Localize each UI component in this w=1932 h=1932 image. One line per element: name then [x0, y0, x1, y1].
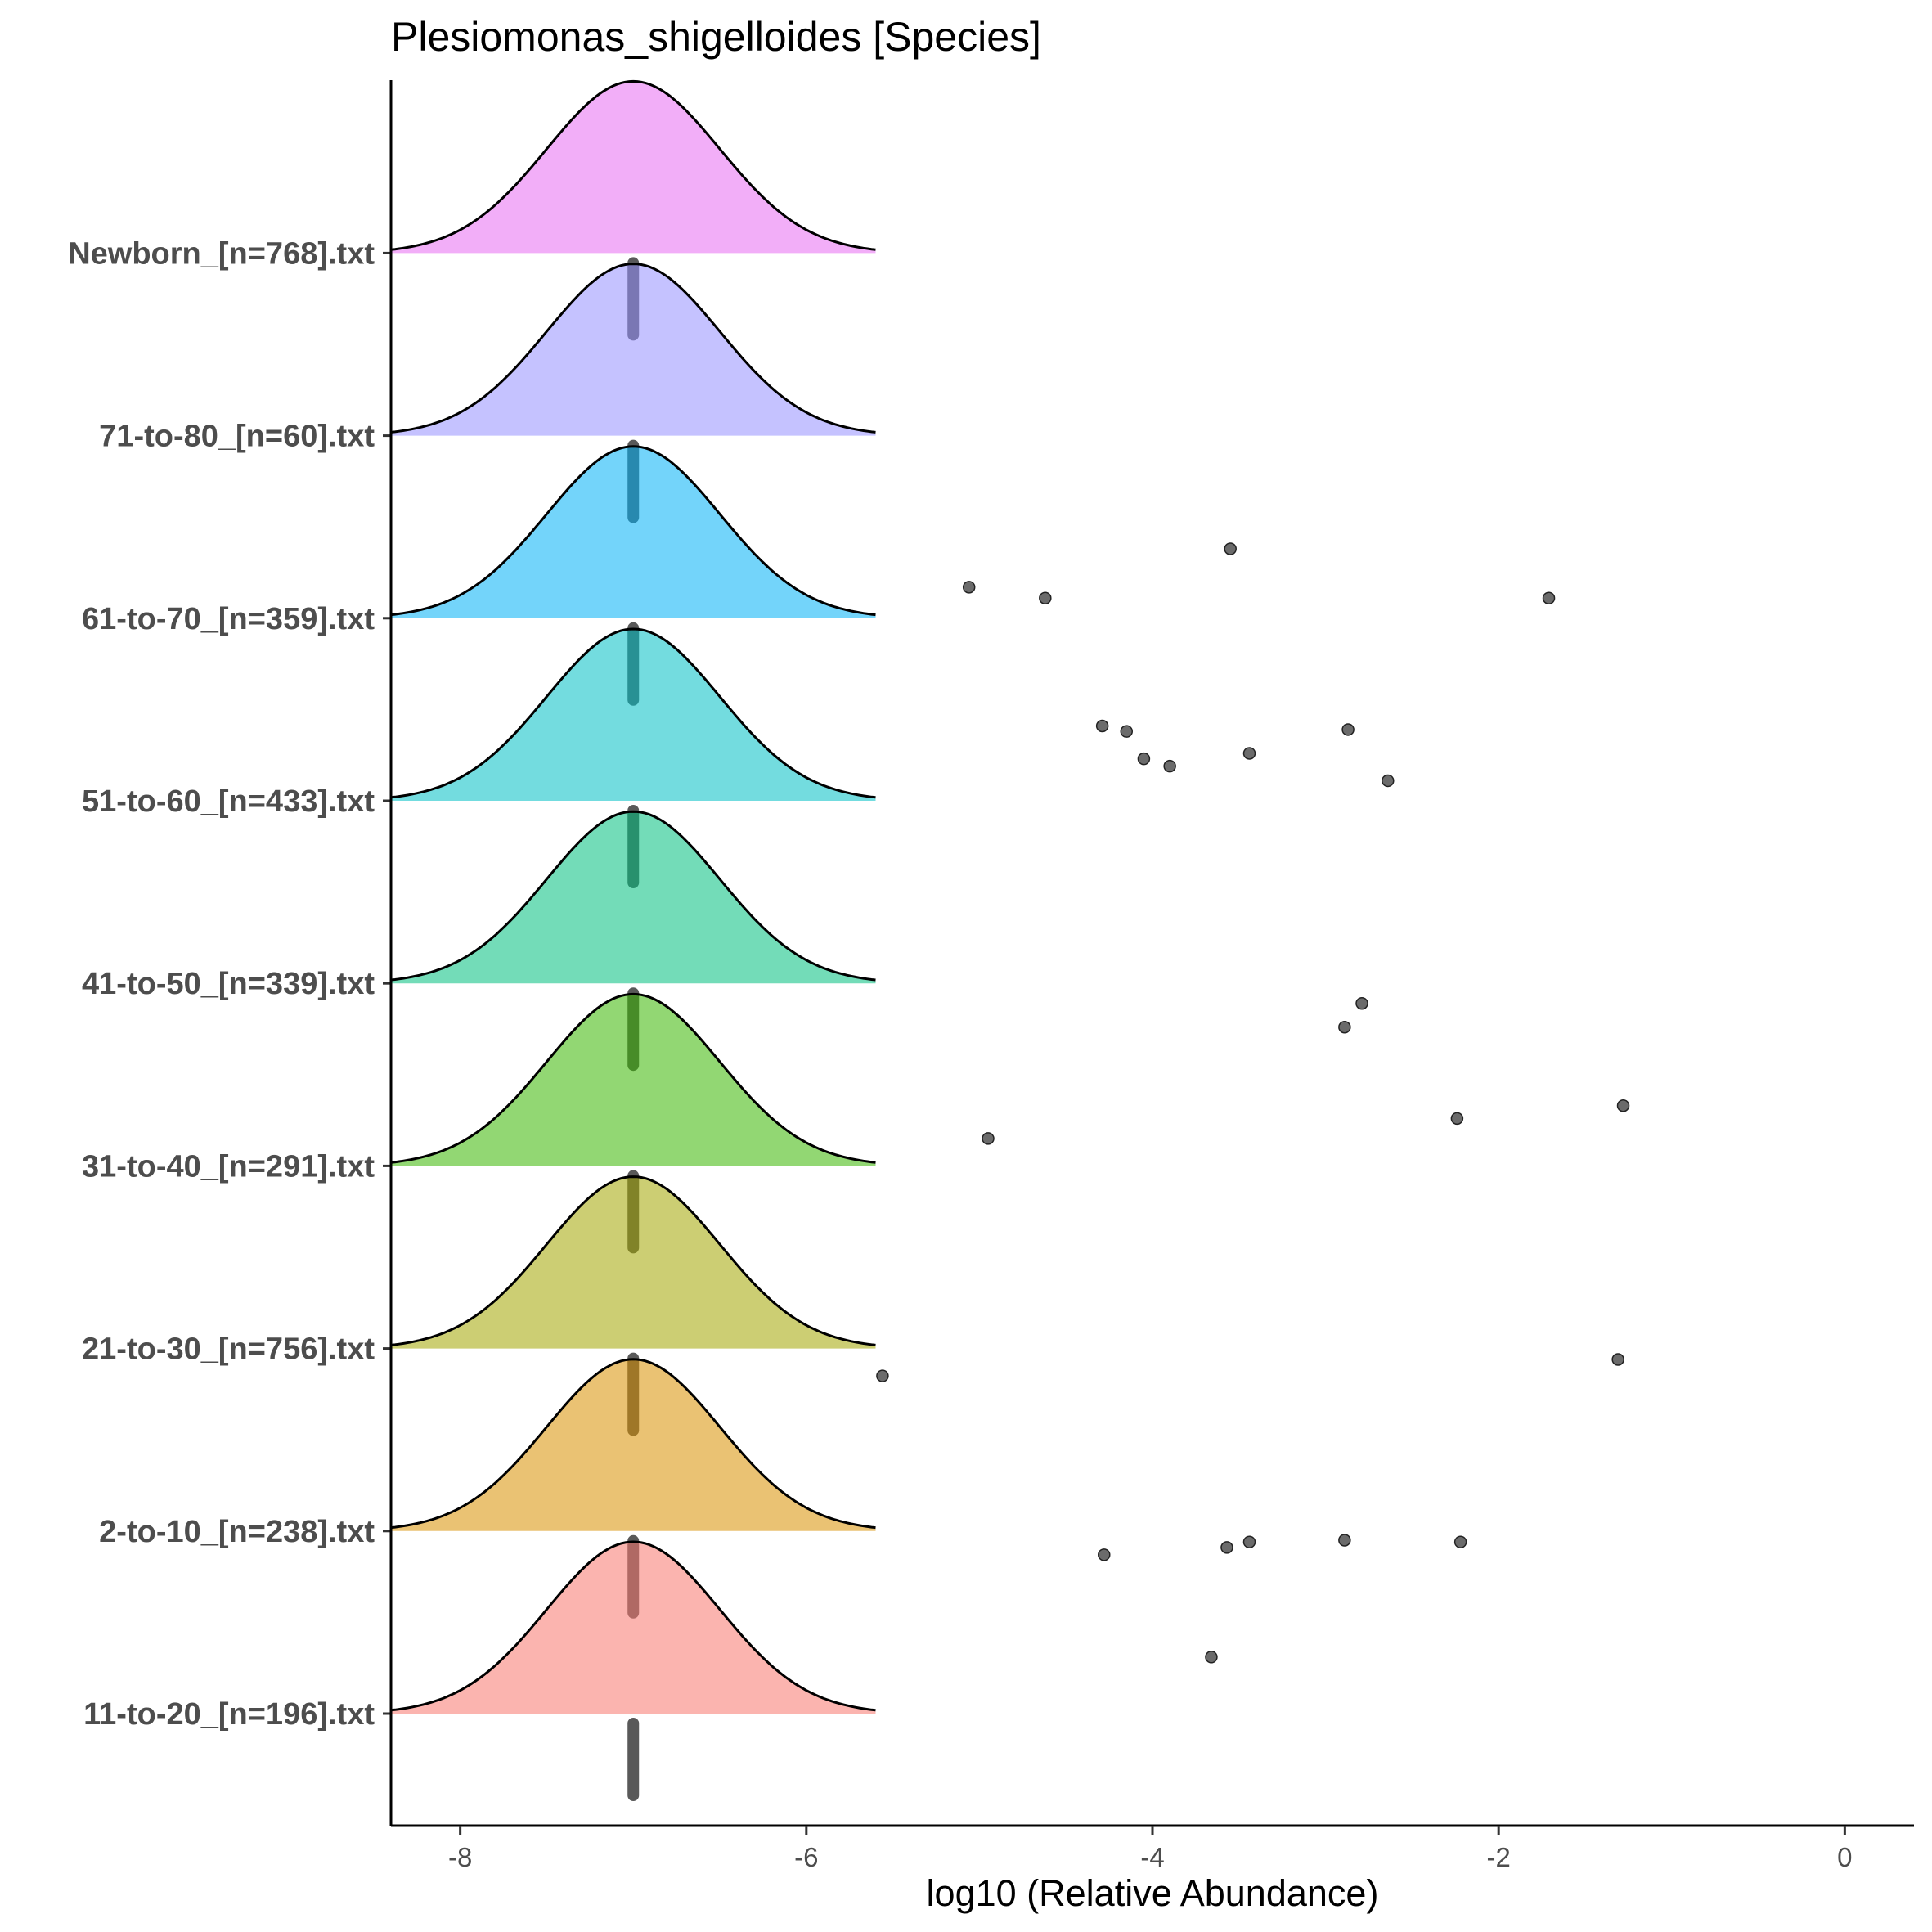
- outlier-point-5-5: [1095, 719, 1109, 733]
- outlier-point-6-1: [1542, 591, 1556, 604]
- x-tick-label-3: -2: [1487, 1842, 1511, 1872]
- y-tick-label-1: 2-to-10_[n=238].txt: [99, 1515, 375, 1549]
- density-fill-1: [391, 1359, 876, 1531]
- outlier-point-3-0: [982, 1132, 995, 1145]
- x-tick-label-1: -6: [794, 1842, 818, 1872]
- y-tick-label-6: 61-to-70_[n=359].txt: [82, 602, 375, 636]
- ridge-0: [390, 1540, 876, 1801]
- outlier-point-5-0: [1382, 774, 1395, 788]
- density-fill-4: [391, 811, 876, 984]
- density-line-8: [390, 79, 876, 251]
- density-line-2: [390, 1175, 876, 1346]
- outlier-point-2-1: [1611, 1353, 1624, 1366]
- y-tick-label-2: 21-to-30_[n=756].txt: [82, 1332, 375, 1367]
- outlier-point-0-0: [1205, 1651, 1218, 1664]
- y-tick-label-3: 31-to-40_[n=291].txt: [82, 1149, 375, 1184]
- density-fill-5: [391, 629, 876, 801]
- y-axis: Newborn_[n=768].txt 71-to-80_[n=60].txt 61…: [68, 80, 393, 1826]
- chart-title: Plesiomonas_shigelloides [Species]: [391, 14, 1041, 60]
- density-fill-8: [391, 81, 876, 254]
- outlier-point-5-1: [1163, 759, 1176, 773]
- density-fill-2: [391, 1176, 876, 1349]
- y-tick-label-7: 71-to-80_[n=60].txt: [99, 420, 375, 454]
- ridge-layer: [390, 79, 876, 1801]
- outlier-point-1-1: [1220, 1541, 1233, 1554]
- y-tick-label-5: 51-to-60_[n=433].txt: [82, 784, 375, 819]
- outlier-point-3-1: [1450, 1112, 1464, 1126]
- y-tick-label-8: Newborn_[n=768].txt: [68, 236, 375, 271]
- outlier-point-1-2: [1242, 1535, 1256, 1548]
- density-fill-0: [391, 1542, 876, 1714]
- x-tick-label-4: 0: [1837, 1842, 1852, 1872]
- x-tick-label-0: -8: [448, 1842, 472, 1872]
- outlier-point-5-6: [1341, 723, 1355, 736]
- outlier-point-3-2: [1616, 1099, 1630, 1112]
- outlier-point-6-2: [962, 581, 976, 594]
- y-tick-label-4: 41-to-50_[n=339].txt: [82, 967, 375, 1001]
- outlier-point-5-3: [1242, 747, 1256, 760]
- outlier-point-5-4: [1120, 725, 1134, 738]
- outlier-point-6-3: [1224, 542, 1237, 555]
- outlier-point-1-0: [1098, 1548, 1111, 1561]
- density-fill-7: [391, 263, 876, 436]
- outlier-point-4-1: [1355, 997, 1368, 1010]
- outlier-point-2-0: [876, 1369, 889, 1382]
- x-tick-label-2: -4: [1140, 1842, 1164, 1872]
- density-line-7: [390, 263, 876, 434]
- outlier-point-5-2: [1137, 752, 1151, 766]
- density-line-6: [390, 445, 876, 617]
- outlier-layer: [876, 542, 1630, 1664]
- density-line-4: [390, 810, 876, 982]
- density-line-5: [390, 627, 876, 799]
- y-tick-label-0: 11-to-20_[n=196].txt: [83, 1697, 375, 1732]
- density-fill-6: [391, 446, 876, 618]
- outlier-point-6-0: [1039, 591, 1052, 604]
- density-fill-3: [391, 994, 876, 1166]
- x-axis-label: log10 (Relative Abundance): [927, 1872, 1379, 1914]
- density-line-1: [390, 1358, 876, 1530]
- outlier-point-4-0: [1338, 1021, 1351, 1034]
- outlier-point-1-3: [1338, 1534, 1351, 1547]
- density-line-0: [390, 1540, 876, 1712]
- outlier-point-1-4: [1453, 1535, 1467, 1548]
- density-line-3: [390, 992, 876, 1164]
- x-axis: -8 -6 -4 -2 0: [391, 1824, 1914, 1872]
